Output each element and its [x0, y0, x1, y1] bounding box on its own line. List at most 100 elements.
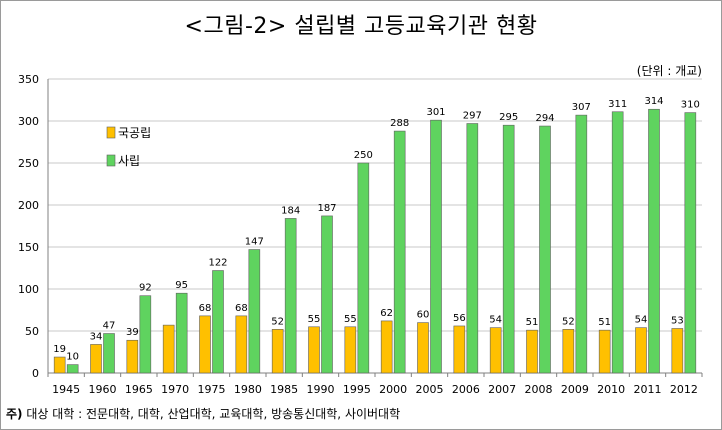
data-label-private: 297: [463, 111, 482, 122]
bar-private: [502, 124, 515, 374]
x-tick-label: 1975: [198, 383, 226, 396]
chart-title: <그림-2> 설립별 고등교육기관 현황: [184, 14, 538, 39]
y-tick-label: 50: [25, 325, 39, 338]
data-label-public: 54: [635, 315, 648, 326]
data-label-private: 10: [66, 352, 79, 363]
data-label-public: 60: [417, 310, 430, 321]
bar-public: [562, 329, 575, 374]
y-tick-label: 300: [18, 115, 39, 128]
bar-private: [66, 364, 79, 374]
bar-public: [489, 327, 502, 374]
data-label-private: 187: [317, 203, 336, 214]
x-tick-label: 1965: [125, 383, 153, 396]
bar-private: [248, 249, 261, 374]
x-tick-label: 1970: [161, 383, 189, 396]
data-label-public: 68: [235, 303, 248, 314]
footnote: 주) 대상 대학 : 전문대학, 대학, 산업대학, 교육대학, 방송통신대학,…: [6, 405, 400, 422]
data-label-private: 301: [426, 107, 445, 118]
data-label-public: 62: [380, 308, 393, 319]
x-tick-label: 2000: [379, 383, 407, 396]
x-tick-label: 2011: [634, 383, 662, 396]
data-label-public: 56: [453, 313, 466, 324]
footnote-prefix: 주): [6, 407, 23, 421]
bar-public: [635, 327, 647, 374]
bar-public: [235, 315, 248, 374]
data-label-private: 147: [245, 237, 264, 248]
bar-private: [357, 162, 370, 374]
bar-public: [526, 329, 538, 374]
y-tick-label: 350: [18, 73, 39, 86]
legend-label: 국공립: [118, 126, 151, 140]
y-tick-label: 250: [18, 157, 39, 170]
legend-swatch: [106, 126, 116, 139]
bar-private: [648, 108, 660, 374]
data-label-public: 39: [126, 327, 139, 338]
bar-public: [199, 315, 211, 374]
data-label-private: 92: [139, 283, 152, 294]
bar-private: [684, 112, 697, 374]
bar-public: [53, 356, 66, 374]
bar-private: [611, 111, 624, 374]
bar-private: [139, 295, 152, 374]
bar-private: [212, 270, 224, 374]
bar-private: [103, 333, 115, 374]
data-label-public: 51: [598, 317, 611, 328]
bar-private: [430, 119, 442, 374]
x-tick-label: 2008: [525, 383, 553, 396]
data-label-private: 184: [281, 205, 300, 216]
data-label-private: 122: [208, 258, 227, 269]
x-tick-label: 1960: [89, 383, 117, 396]
x-tick-label: 2005: [416, 383, 444, 396]
x-tick-label: 1945: [52, 383, 80, 396]
data-label-private: 95: [175, 280, 188, 291]
bar-public: [90, 344, 102, 374]
unit-label: (단위 : 개교): [636, 64, 702, 78]
data-label-private: 314: [644, 96, 663, 107]
y-tick-label: 150: [18, 241, 39, 254]
bar-private: [539, 125, 551, 374]
bar-private: [321, 215, 333, 374]
bar-private: [575, 114, 588, 374]
x-tick-label: 2010: [597, 383, 625, 396]
bar-public: [380, 320, 393, 374]
data-label-public: 55: [344, 314, 357, 325]
x-tick-label: 2007: [488, 383, 516, 396]
y-tick-label: 0: [32, 367, 39, 380]
data-label-public: 52: [271, 316, 284, 327]
data-label-public: 54: [489, 315, 502, 326]
bar-public: [126, 339, 139, 374]
bar-public: [308, 326, 320, 374]
data-label-private: 310: [681, 100, 700, 111]
bar-private: [393, 130, 406, 374]
bar-private: [175, 292, 188, 374]
bar-public: [598, 329, 611, 374]
x-tick-label: 2012: [670, 383, 698, 396]
data-label-public: 51: [526, 317, 539, 328]
bar-public: [417, 322, 429, 374]
data-label-private: 311: [608, 99, 627, 110]
data-label-public: 55: [308, 314, 321, 325]
legend-swatch: [106, 154, 116, 167]
x-tick-label: 2006: [452, 383, 480, 396]
bar-public: [271, 329, 284, 374]
data-label-private: 295: [499, 112, 518, 123]
bar-private: [466, 123, 479, 374]
legend-label: 사립: [118, 154, 140, 168]
bar-public: [162, 324, 175, 374]
bar-public: [671, 328, 684, 374]
y-tick-label: 200: [18, 199, 39, 212]
bar-public: [453, 325, 466, 374]
x-tick-label: 1985: [270, 383, 298, 396]
bar-public: [344, 326, 357, 374]
footnote-text: 대상 대학 : 전문대학, 대학, 산업대학, 교육대학, 방송통신대학, 사이…: [22, 407, 401, 421]
x-tick-label: 1995: [343, 383, 371, 396]
data-label-public: 34: [90, 331, 103, 342]
data-label-private: 294: [535, 113, 554, 124]
data-label-public: 52: [562, 316, 575, 327]
x-tick-label: 2009: [561, 383, 589, 396]
bar-private: [284, 218, 297, 374]
data-label-public: 53: [671, 315, 684, 326]
data-label-private: 307: [572, 102, 591, 113]
data-label-private: 47: [103, 321, 116, 332]
